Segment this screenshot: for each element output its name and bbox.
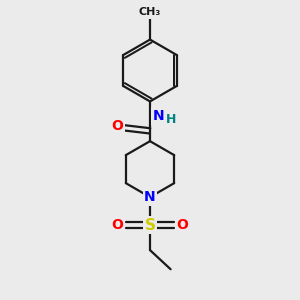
Text: O: O bbox=[112, 218, 124, 232]
Text: CH₃: CH₃ bbox=[139, 7, 161, 17]
Text: N: N bbox=[144, 190, 156, 204]
Text: S: S bbox=[145, 218, 155, 232]
Text: O: O bbox=[176, 218, 188, 232]
Text: O: O bbox=[112, 119, 124, 134]
Text: N: N bbox=[153, 109, 165, 123]
Text: H: H bbox=[166, 113, 176, 127]
